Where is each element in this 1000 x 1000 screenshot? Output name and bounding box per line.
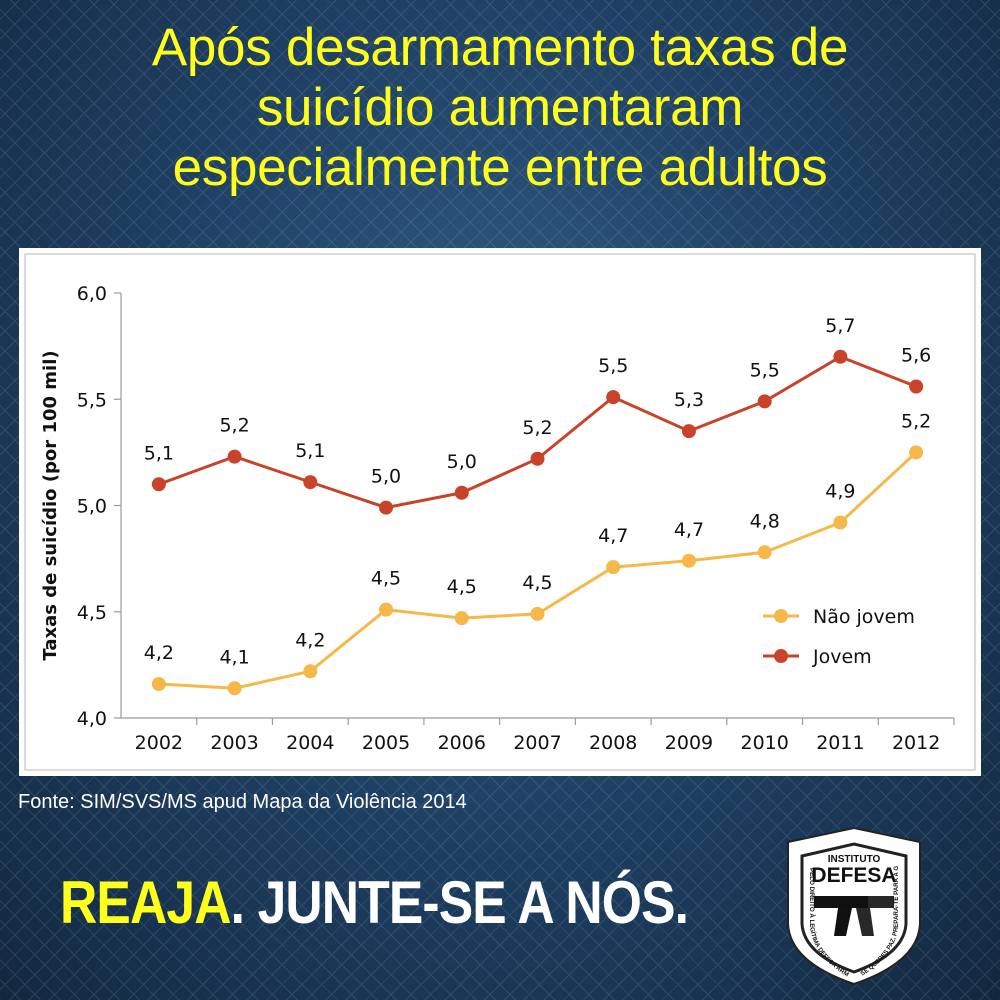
data-point	[833, 349, 848, 364]
data-label: 4,1	[219, 646, 249, 668]
data-point	[606, 560, 621, 575]
chart-legend: Não jovem Jovem	[763, 606, 915, 668]
data-label: 5,7	[825, 315, 855, 337]
data-label: 5,0	[447, 451, 477, 473]
legend-entry: Não jovem	[813, 606, 915, 628]
data-point	[151, 477, 166, 492]
data-point	[530, 451, 545, 466]
headline: Após desarmamento taxas de suicídio aume…	[0, 18, 1000, 198]
x-tick-label: 2012	[892, 732, 940, 754]
x-tick-label: 2004	[286, 732, 334, 754]
data-label: 5,2	[219, 415, 249, 437]
data-label: 5,2	[522, 417, 552, 439]
data-point	[606, 390, 621, 405]
data-label: 4,8	[750, 510, 780, 532]
data-point	[303, 475, 318, 490]
x-tick-label: 2002	[135, 732, 183, 754]
x-tick-label: 2010	[741, 732, 789, 754]
data-point	[303, 664, 318, 679]
x-tick-label: 2006	[438, 732, 486, 754]
crossed-pistols-icon	[814, 896, 894, 936]
data-label: 4,9	[825, 481, 855, 503]
data-label: 5,6	[901, 345, 931, 367]
data-label: 5,1	[295, 440, 325, 462]
x-tick-label: 2005	[362, 732, 410, 754]
chart-panel: 4,0 4,5 5,0 5,5 6,0 2002 2003 2004 2005 2006 2007 2…	[19, 248, 981, 776]
data-point	[379, 602, 394, 617]
x-tick-label: 2011	[816, 732, 864, 754]
data-label: 4,7	[598, 525, 628, 547]
data-point	[227, 449, 242, 464]
data-point	[757, 394, 772, 409]
chart-points	[151, 349, 924, 696]
data-label: 4,2	[295, 629, 325, 651]
data-label: 4,5	[447, 576, 477, 598]
legend-swatch-marker	[774, 649, 788, 663]
source-note: Fonte: SIM/SVS/MS apud Mapa da Violência…	[18, 791, 467, 813]
y-tick-label: 6,0	[77, 283, 107, 305]
data-point	[454, 485, 469, 500]
y-tick-label: 5,0	[77, 496, 107, 518]
y-tick-label: 4,5	[77, 602, 107, 624]
call-to-action: REAJA. JUNTE-SE A NÓS.	[60, 868, 689, 937]
badge-top-text: INSTITUTO	[828, 854, 881, 865]
chart-data-labels: 5,1 5,2 5,1 5,0 5,0 5,2 5,5 5,3 5,5 5,7 5,6 4,2 4,1 4…	[144, 315, 931, 669]
x-tick-label: 2007	[513, 732, 561, 754]
legend-entry: Jovem	[812, 646, 872, 668]
cta-highlight: REAJA	[60, 869, 231, 936]
x-tick-label: 2003	[210, 732, 258, 754]
data-label: 4,5	[522, 572, 552, 594]
data-point	[909, 379, 924, 394]
data-point	[681, 424, 696, 439]
cta-rest: . JUNTE-SE A NÓS.	[230, 869, 689, 936]
series-line-não-jovem	[158, 451, 918, 690]
data-label: 5,3	[674, 389, 704, 411]
chart-axes: 4,0 4,5 5,0 5,5 6,0 2002 2003 2004 2005 2006 2007 2…	[24, 253, 976, 771]
data-label: 4,2	[144, 642, 174, 664]
x-tick-label: 2009	[665, 732, 713, 754]
y-axis-label: Taxas de suicídio (por 100 mil)	[40, 350, 61, 660]
chart-border	[24, 253, 976, 771]
data-point	[227, 681, 242, 696]
data-point	[681, 553, 696, 568]
data-label: 4,5	[371, 568, 401, 590]
line-chart: 4,0 4,5 5,0 5,5 6,0 2002 2003 2004 2005 2006 2007 2…	[24, 253, 976, 771]
x-tick-label: 2008	[589, 732, 637, 754]
data-point	[530, 606, 545, 621]
y-tick-label: 5,5	[77, 389, 107, 411]
data-label: 5,2	[901, 410, 931, 432]
headline-line-2: suicídio aumentaram	[256, 78, 744, 137]
legend-swatch-marker	[774, 609, 788, 623]
data-point	[379, 500, 394, 515]
data-label: 5,1	[144, 442, 174, 464]
y-tick-label: 4,0	[77, 708, 107, 730]
instituto-defesa-logo: INSTITUTO DEFESA PELO DIREITO À LEGÍTIMA…	[780, 826, 921, 986]
headline-line-1: Após desarmamento taxas de	[151, 18, 849, 77]
headline-line-3: especialmente entre adultos	[172, 138, 828, 197]
data-point	[909, 445, 924, 460]
chart-lines	[158, 355, 918, 690]
data-label: 5,5	[750, 359, 780, 381]
data-point	[151, 677, 166, 691]
data-point	[454, 611, 469, 626]
data-point	[833, 515, 848, 530]
data-label: 5,0	[371, 466, 401, 488]
data-point	[757, 545, 772, 560]
data-label: 5,5	[598, 355, 628, 377]
badge-name: DEFESA	[811, 864, 896, 887]
data-label: 4,7	[674, 519, 704, 541]
